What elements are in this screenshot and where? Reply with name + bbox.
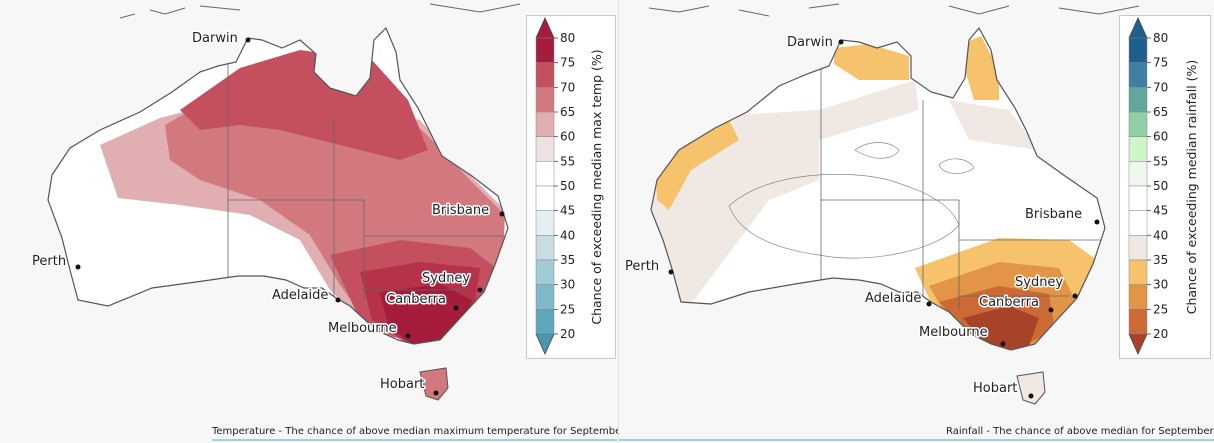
temperature-colorbar-tick-label: 25 — [560, 302, 575, 316]
rainfall-colorbar-swatch — [1128, 136, 1148, 162]
city-label-melbourne: Melbourne — [919, 325, 988, 340]
city-label-sydney: Sydney — [422, 271, 470, 286]
city-label-hobart: Hobart — [973, 381, 1017, 396]
rainfall-colorbar-tick-label: 75 — [1153, 56, 1168, 70]
temperature-colorbar-swatch — [535, 87, 555, 113]
rainfall-legend: 80 75 70 65 60 55 50 45 40 35 30 25 20 Chance of exc… — [1119, 15, 1211, 359]
rainfall-map[interactable]: Darwin Brisbane Perth Sydney Adelaide Ca… — [619, 0, 1214, 443]
temperature-legend: 80 75 70 65 60 55 50 45 40 35 30 25 20 Chance of exc… — [526, 15, 616, 359]
rainfall-colorbar-swatch — [1128, 185, 1148, 211]
rainfall-colorbar-tick-label: 80 — [1153, 31, 1168, 45]
city-label-canberra: Canberra — [386, 292, 446, 307]
temperature-colorbar-swatch — [535, 235, 555, 261]
city-label-canberra: Canberra — [979, 295, 1039, 310]
city-label-adelaide: Adelaide — [272, 288, 328, 303]
rainfall-colorbar-swatch — [1128, 37, 1148, 63]
temperature-caption: Temperature - The chance of above median… — [212, 426, 618, 437]
rainfall-colorbar-swatch — [1128, 284, 1148, 310]
rainfall-colorbar-swatch — [1128, 62, 1148, 88]
rainfall-colorbar-swatch — [1128, 111, 1148, 137]
temperature-colorbar-swatch — [535, 259, 555, 285]
city-label-perth: Perth — [32, 254, 66, 269]
rainfall-colorbar-tick-label: 70 — [1153, 80, 1168, 94]
temperature-map[interactable]: Darwin Brisbane Perth Sydney Adelaide Ca… — [0, 0, 618, 443]
rainfall-colorbar-tick-label: 45 — [1153, 204, 1168, 218]
city-label-melbourne: Melbourne — [328, 321, 397, 336]
temperature-colorbar-tick-label: 60 — [560, 130, 575, 144]
rainfall-colorbar-swatch — [1128, 87, 1148, 113]
city-label-brisbane: Brisbane — [1025, 207, 1082, 222]
temperature-colorbar-tick-label: 45 — [560, 204, 575, 218]
rainfall-colorbar-swatch — [1128, 210, 1148, 236]
temperature-colorbar: 80 75 70 65 60 55 50 45 40 35 30 25 20 Chance of exc… — [535, 17, 604, 355]
temperature-legend-title: Chance of exceeding median max temp (%) — [589, 49, 604, 324]
temperature-colorbar-swatch — [535, 161, 555, 187]
rainfall-colorbar-swatch — [1128, 161, 1148, 187]
temperature-map-panel: Darwin Brisbane Perth Sydney Adelaide Ca… — [0, 0, 618, 443]
rainfall-caption: Rainfall - The chance of above median fo… — [946, 426, 1214, 437]
rainfall-colorbar-top-arrow — [1128, 17, 1148, 39]
temperature-colorbar-swatch — [535, 185, 555, 211]
temperature-colorbar-top-arrow — [535, 17, 555, 39]
temperature-colorbar-swatch — [535, 62, 555, 88]
temperature-colorbar-tick-label: 70 — [560, 80, 575, 94]
rainfall-colorbar-swatch — [1128, 235, 1148, 261]
caption-underline — [619, 439, 1214, 441]
city-label-darwin: Darwin — [787, 35, 833, 50]
temperature-colorbar-swatch — [535, 210, 555, 236]
rainfall-colorbar-tick-label: 35 — [1153, 253, 1168, 267]
rainfall-legend-title: Chance of exceeding median rainfall (%) — [1184, 60, 1199, 315]
temperature-colorbar-swatch — [535, 284, 555, 310]
rainfall-colorbar-tick-label: 40 — [1153, 228, 1168, 242]
temperature-colorbar-tick-label: 75 — [560, 56, 575, 70]
rainfall-colorbar-tick-label: 25 — [1153, 302, 1168, 316]
rainfall-colorbar-tick-label: 60 — [1153, 130, 1168, 144]
temperature-colorbar-tick-label: 35 — [560, 253, 575, 267]
temperature-colorbar-swatch — [535, 136, 555, 162]
rainfall-colorbar-swatch — [1128, 259, 1148, 285]
rainfall-colorbar-swatch — [1128, 309, 1148, 335]
temperature-colorbar-tick-label: 80 — [560, 31, 575, 45]
rainfall-colorbar-tick-label: 30 — [1153, 278, 1168, 292]
temperature-colorbar-swatch — [535, 111, 555, 137]
temperature-colorbar-tick-label: 30 — [560, 278, 575, 292]
city-label-darwin: Darwin — [192, 31, 238, 46]
city-label-perth: Perth — [625, 259, 659, 274]
rainfall-colorbar-tick-label: 65 — [1153, 105, 1168, 119]
city-label-brisbane: Brisbane — [432, 203, 489, 218]
rainfall-colorbar-tick-label: 50 — [1153, 179, 1168, 193]
city-label-sydney: Sydney — [1015, 275, 1063, 290]
temperature-colorbar-tick-label: 40 — [560, 228, 575, 242]
temperature-colorbar-tick-label: 55 — [560, 154, 575, 168]
rainfall-colorbar-tick-label: 20 — [1153, 327, 1168, 341]
temperature-colorbar-swatch — [535, 37, 555, 63]
city-label-hobart: Hobart — [380, 377, 424, 392]
temperature-colorbar-bottom-arrow — [535, 333, 555, 355]
rainfall-colorbar-tick-label: 55 — [1153, 154, 1168, 168]
temperature-colorbar-tick-label: 20 — [560, 327, 575, 341]
temperature-colorbar-swatch — [535, 309, 555, 335]
rainfall-colorbar: 80 75 70 65 60 55 50 45 40 35 30 25 20 Chance of exc… — [1128, 17, 1199, 355]
caption-underline — [212, 439, 617, 441]
temperature-colorbar-tick-label: 65 — [560, 105, 575, 119]
rainfall-map-panel: Darwin Brisbane Perth Sydney Adelaide Ca… — [618, 0, 1214, 443]
temperature-colorbar-tick-label: 50 — [560, 179, 575, 193]
rainfall-colorbar-bottom-arrow — [1128, 333, 1148, 355]
city-label-adelaide: Adelaide — [865, 291, 921, 306]
